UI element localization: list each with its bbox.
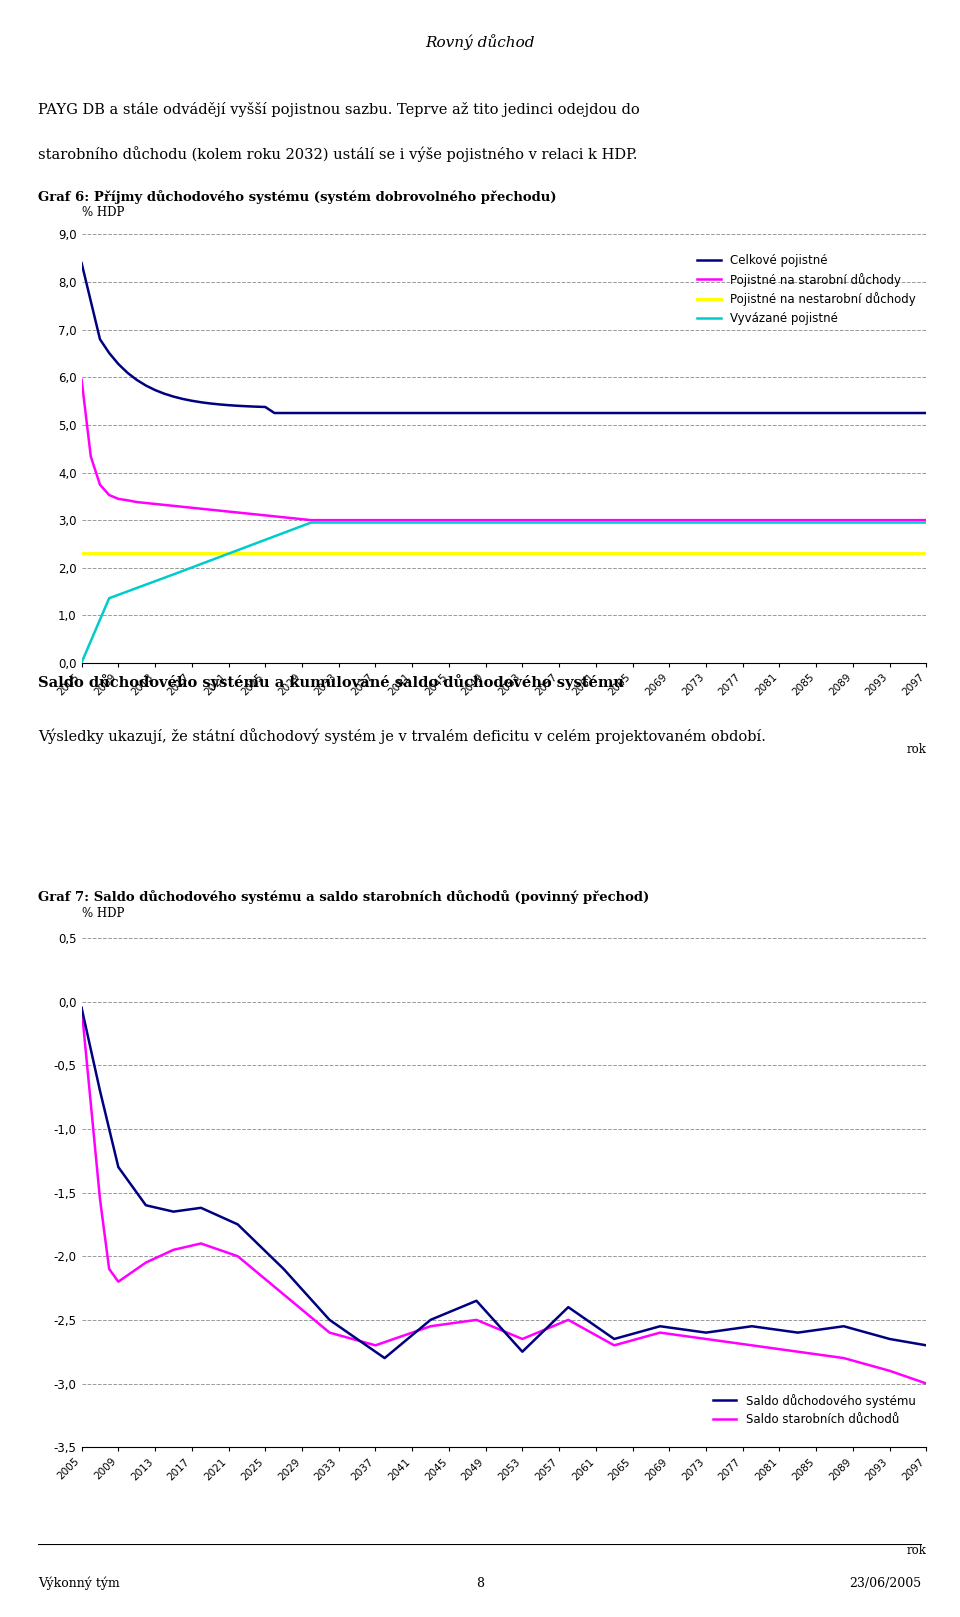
Text: Rovný důchod: Rovný důchod [425, 34, 535, 50]
Text: 8: 8 [476, 1577, 484, 1590]
Text: starobního důchodu (kolem roku 2032) ustálí se i výše pojistného v relaci k HDP.: starobního důchodu (kolem roku 2032) ust… [38, 147, 637, 162]
Legend: Saldo důchodového systému, Saldo starobních důchodů: Saldo důchodového systému, Saldo starobn… [708, 1389, 921, 1431]
Text: Graf 6: Příjmy důchodového systému (systém dobrovolného přechodu): Graf 6: Příjmy důchodového systému (syst… [38, 191, 557, 204]
Text: rok: rok [906, 742, 926, 757]
Text: % HDP: % HDP [82, 907, 124, 920]
Text: PAYG DB a stále odvádějí vyšší pojistnou sazbu. Teprve až tito jedinci odejdou d: PAYG DB a stále odvádějí vyšší pojistnou… [38, 102, 640, 118]
Text: rok: rok [906, 1544, 926, 1557]
Text: 23/06/2005: 23/06/2005 [850, 1577, 922, 1590]
Text: % HDP: % HDP [82, 207, 124, 220]
Text: Výsledky ukazují, že státní důchodový systém je v trvalém deficitu v celém proje: Výsledky ukazují, že státní důchodový sy… [38, 728, 766, 744]
Text: Saldo důchodového systému a kumulované saldo důchodového systému: Saldo důchodového systému a kumulované s… [38, 674, 624, 690]
Text: Výkonný tým: Výkonný tým [38, 1577, 120, 1590]
Text: Graf 7: Saldo důchodového systému a saldo starobních důchodů (povinný přechod): Graf 7: Saldo důchodového systému a sald… [38, 891, 650, 904]
Legend: Celkové pojistné, Pojistné na starobní důchody, Pojistné na nestarobní důchody, : Celkové pojistné, Pojistné na starobní d… [692, 249, 921, 330]
